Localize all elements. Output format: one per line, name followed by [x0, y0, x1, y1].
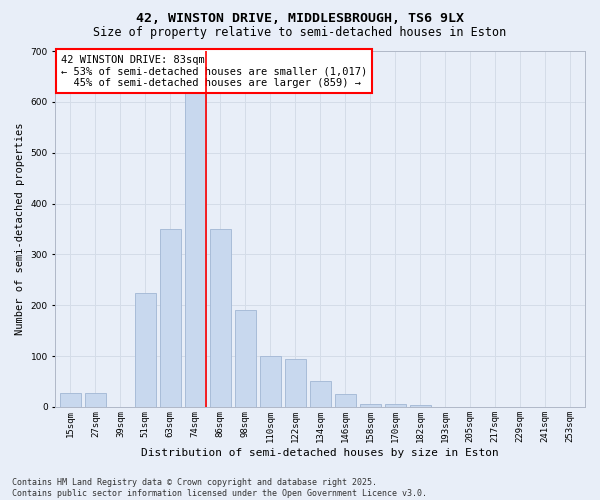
Bar — [185, 86, 206, 407]
Bar — [335, 394, 356, 407]
Text: Contains HM Land Registry data © Crown copyright and database right 2025.
Contai: Contains HM Land Registry data © Crown c… — [12, 478, 427, 498]
Bar — [310, 382, 331, 407]
Bar — [260, 356, 281, 407]
Text: 42, WINSTON DRIVE, MIDDLESBROUGH, TS6 9LX: 42, WINSTON DRIVE, MIDDLESBROUGH, TS6 9L… — [136, 12, 464, 26]
X-axis label: Distribution of semi-detached houses by size in Eston: Distribution of semi-detached houses by … — [142, 448, 499, 458]
Y-axis label: Number of semi-detached properties: Number of semi-detached properties — [15, 122, 25, 335]
Text: Size of property relative to semi-detached houses in Eston: Size of property relative to semi-detach… — [94, 26, 506, 39]
Text: 42 WINSTON DRIVE: 83sqm
← 53% of semi-detached houses are smaller (1,017)
  45% : 42 WINSTON DRIVE: 83sqm ← 53% of semi-de… — [61, 54, 367, 88]
Bar — [385, 404, 406, 407]
Bar — [359, 404, 381, 407]
Bar — [209, 229, 231, 407]
Bar — [135, 292, 156, 407]
Bar — [160, 229, 181, 407]
Bar — [60, 393, 81, 407]
Bar — [410, 406, 431, 407]
Bar — [85, 393, 106, 407]
Bar — [284, 358, 306, 407]
Bar — [235, 310, 256, 407]
